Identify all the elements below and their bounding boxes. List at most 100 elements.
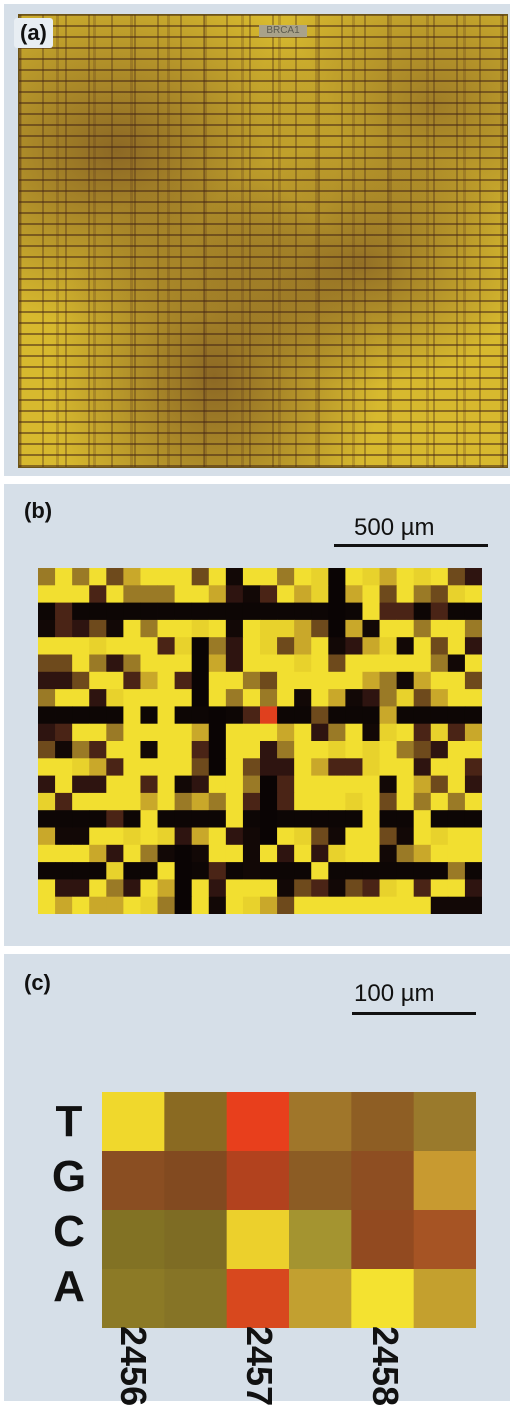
heatmap-cell [289, 1210, 352, 1270]
heatmap-cell [157, 568, 176, 586]
heatmap-cell [208, 706, 227, 725]
position-label-2456: 2456 [113, 1326, 154, 1406]
heatmap-cell [225, 585, 244, 603]
heatmap-cell [174, 723, 193, 742]
heatmap-cell [157, 637, 176, 655]
heatmap-cell [413, 637, 432, 655]
heatmap-cell [174, 792, 193, 811]
heatmap-cell [260, 706, 278, 725]
heatmap-cell [55, 723, 73, 742]
heatmap-cell [72, 568, 90, 586]
heatmap-cell [328, 758, 346, 776]
heatmap-cell [362, 775, 380, 794]
heatmap-cell [208, 879, 227, 898]
heatmap-cell [413, 792, 432, 811]
heatmap-cell [260, 619, 278, 638]
heatmap-cell [174, 862, 193, 880]
heatmap-cell [38, 896, 56, 914]
heatmap-cell [140, 689, 158, 707]
heatmap-cell [464, 775, 482, 794]
heatmap-cell [430, 602, 449, 621]
heatmap-cell [260, 827, 278, 846]
heatmap-cell [191, 585, 210, 603]
heatmap-cell [277, 671, 295, 690]
heatmap-cell [277, 689, 295, 707]
heatmap-cell [345, 654, 363, 673]
heatmap-cell [242, 706, 261, 725]
heatmap-cell [191, 827, 210, 846]
heatmap-cell [123, 706, 141, 725]
heatmap-cell [157, 689, 176, 707]
heatmap-cell [106, 723, 124, 742]
heatmap-cell [447, 602, 466, 621]
heatmap-cell [328, 654, 346, 673]
heatmap-cell [294, 792, 312, 811]
heatmap-cell [225, 602, 244, 621]
heatmap-cell [174, 827, 193, 846]
heatmap-cell [208, 723, 227, 742]
heatmap-cell [345, 758, 363, 776]
heatmap-cell [430, 671, 449, 690]
heatmap-cell [106, 689, 124, 707]
heatmap-cell [294, 637, 312, 655]
heatmap-cell [430, 568, 449, 586]
heatmap-cell [396, 671, 415, 690]
heatmap-cell [55, 792, 73, 811]
heatmap-cell [464, 758, 482, 776]
heatmap-cell [413, 844, 432, 863]
heatmap-cell [379, 637, 398, 655]
base-labels: T G C A [34, 1094, 104, 1314]
heatmap-cell [464, 827, 482, 846]
heatmap-cell [208, 844, 227, 863]
heatmap-cell [140, 723, 158, 742]
heatmap-cell [379, 775, 398, 794]
heatmap-cell [106, 602, 124, 621]
heatmap-cell [140, 619, 158, 638]
heatmap-cell [89, 758, 107, 776]
heatmap-cell [140, 810, 158, 828]
heatmap-cell [311, 671, 329, 690]
heatmap-cell [140, 671, 158, 690]
heatmap-cell [208, 654, 227, 673]
heatmap-cell [379, 844, 398, 863]
heatmap-cell [447, 689, 466, 707]
heatmap-cell [140, 706, 158, 725]
heatmap-cell [328, 775, 346, 794]
heatmap-cell [311, 568, 329, 586]
heatmap-cell [123, 792, 141, 811]
heatmap-cell [38, 810, 56, 828]
heatmap-cell [294, 671, 312, 690]
heatmap-cell [208, 792, 227, 811]
heatmap-cell [225, 706, 244, 725]
heatmap-cell [208, 896, 227, 914]
heatmap-cell [72, 810, 90, 828]
heatmap-cell [157, 723, 176, 742]
heatmap-cell [208, 758, 227, 776]
heatmap-cell [89, 706, 107, 725]
heatmap-cell [140, 654, 158, 673]
heatmap-cell [140, 879, 158, 898]
heatmap-cell [123, 758, 141, 776]
heatmap-cell [464, 723, 482, 742]
heatmap-cell [89, 896, 107, 914]
heatmap-cell [226, 1269, 290, 1328]
heatmap-cell [140, 844, 158, 863]
heatmap-cell [174, 741, 193, 759]
heatmap-cell [260, 654, 278, 673]
heatmap-cell [447, 827, 466, 846]
heatmap-cell [38, 775, 56, 794]
heatmap-cell [396, 844, 415, 863]
heatmap-cell [260, 671, 278, 690]
heatmap-cell [396, 758, 415, 776]
heatmap-cell [89, 619, 107, 638]
heatmap-cell [242, 792, 261, 811]
heatmap-cell [157, 896, 176, 914]
heatmap-cell [294, 723, 312, 742]
heatmap-cell [362, 654, 380, 673]
heatmap-cell [38, 844, 56, 863]
heatmap-cell [379, 671, 398, 690]
heatmap-cell [362, 827, 380, 846]
heatmap-cell [345, 585, 363, 603]
heatmap-cell [89, 568, 107, 586]
heatmap-cell [345, 671, 363, 690]
